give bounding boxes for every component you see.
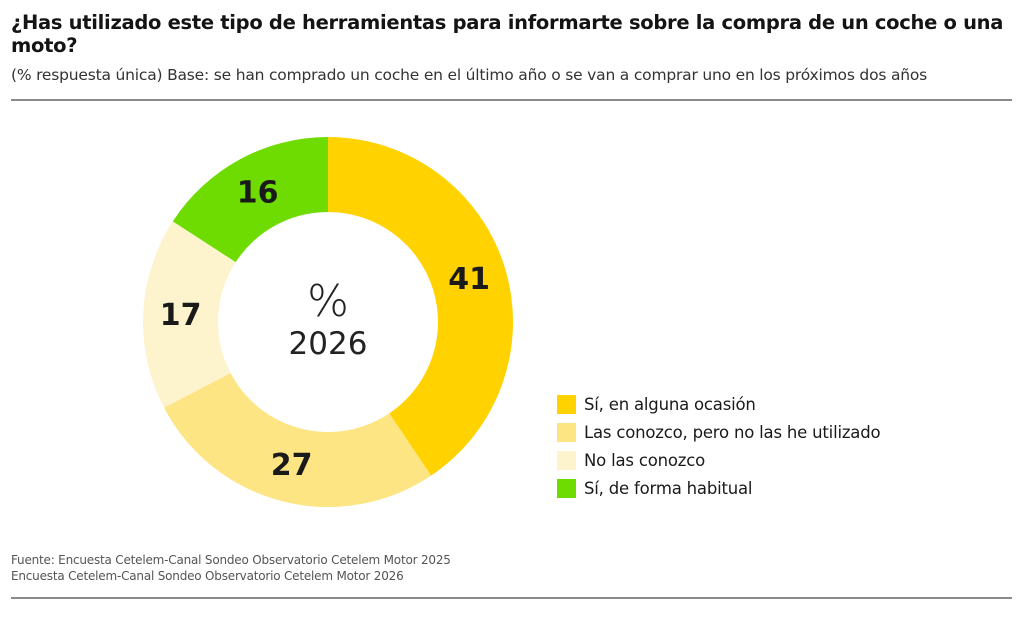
donut-slice [164,373,432,507]
source-note: Fuente: Encuesta Cetelem-Canal Sondeo Ob… [11,552,451,584]
legend: Sí, en alguna ocasión Las conozco, pero … [557,390,881,502]
legend-label: No las conozco [584,450,705,470]
slice-value-label: 41 [448,262,490,297]
donut-slices [143,137,513,507]
legend-swatch [557,422,576,442]
legend-swatch [557,394,576,414]
chart-title: ¿Has utilizado este tipo de herramientas… [11,11,1004,57]
slice-value-label: 16 [237,175,279,210]
donut-data-labels: 41 27 17 16 [160,175,490,483]
legend-label: Las conozco, pero no las he utilizado [584,422,881,442]
donut-slice [328,137,513,476]
center-percent-label: % [307,276,349,327]
legend-item: No las conozco [557,446,880,474]
legend-swatch [557,450,576,470]
slice-value-label: 17 [160,298,202,333]
legend-item: Sí, de forma habitual [557,474,880,502]
source-line: Fuente: Encuesta Cetelem-Canal Sondeo Ob… [11,553,451,567]
donut-slice [172,137,328,263]
slice-value-label: 27 [271,448,313,483]
donut-chart: 41 27 17 16 % 2026 [143,137,513,507]
top-divider [11,99,1012,101]
legend-item: Las conozco, pero no las he utilizado [557,418,881,446]
center-year-label: 2026 [289,326,368,362]
legend-label: Sí, de forma habitual [584,478,753,498]
chart-subtitle: (% respuesta única) Base: se han comprad… [11,66,928,84]
source-line: Encuesta Cetelem-Canal Sondeo Observator… [11,569,404,583]
bottom-divider [11,597,1012,599]
donut-slice [143,221,236,408]
legend-label: Sí, en alguna ocasión [584,394,756,414]
legend-swatch [557,478,576,498]
legend-item: Sí, en alguna ocasión [557,390,880,418]
